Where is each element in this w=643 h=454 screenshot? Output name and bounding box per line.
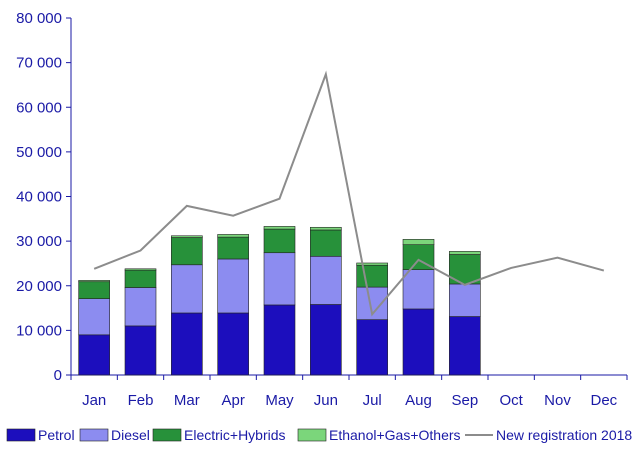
bar-petrol xyxy=(171,312,203,376)
x-tick-label: Nov xyxy=(544,392,571,409)
bar-ethanol-gas-others xyxy=(263,226,296,230)
y-tick-label: 30 000 xyxy=(16,233,62,250)
legend: Petrol Diesel Electric+Hybrids Ethanol+Gas+… xyxy=(6,427,632,443)
x-tick-label: Dec xyxy=(590,392,617,409)
bar-petrol xyxy=(217,312,249,376)
bar-diesel xyxy=(402,269,435,310)
bar-electric-hybrids xyxy=(124,269,157,288)
bar-diesel xyxy=(449,283,481,317)
bar-petrol xyxy=(124,325,157,376)
bar-electric-hybrids xyxy=(171,237,203,266)
bar-petrol xyxy=(78,334,110,376)
bar-ethanol-gas-others xyxy=(449,251,481,255)
bar-ethanol-gas-others xyxy=(78,280,110,283)
bar-diesel xyxy=(171,264,203,314)
bar-electric-hybrids xyxy=(217,236,249,260)
x-tick-label: Aug xyxy=(405,392,432,409)
bar-ethanol-gas-others xyxy=(217,234,249,238)
bar-diesel xyxy=(124,287,157,327)
bar-ethanol-gas-others xyxy=(402,239,435,245)
y-tick-label: 80 000 xyxy=(16,10,62,27)
y-tick-label: 50 000 xyxy=(16,144,62,161)
x-tick-label: Feb xyxy=(128,392,154,409)
y-tick-label: 70 000 xyxy=(16,55,62,72)
bar-petrol xyxy=(310,304,342,376)
bar-petrol xyxy=(356,319,388,376)
bar-diesel xyxy=(78,298,110,336)
bar-ethanol-gas-others xyxy=(171,235,203,238)
bar-petrol xyxy=(402,308,435,376)
y-tick-label: 10 000 xyxy=(16,322,62,339)
legend-swatch xyxy=(152,428,182,442)
legend-label: Diesel xyxy=(111,427,150,443)
bar-electric-hybrids xyxy=(263,228,296,254)
line-new-registration-2018 xyxy=(93,70,605,317)
y-tick-label: 60 000 xyxy=(16,99,62,116)
y-tick-label: 20 000 xyxy=(16,278,62,295)
x-tick-label: Mar xyxy=(174,392,200,409)
y-tick-label: 40 000 xyxy=(16,189,62,206)
legend-label: Electric+Hybrids xyxy=(184,427,286,443)
legend-swatch xyxy=(6,428,36,442)
x-tick-label: Oct xyxy=(499,392,523,409)
legend-swatch xyxy=(79,428,109,442)
x-tick-label: May xyxy=(265,392,294,409)
bar-ethanol-gas-others xyxy=(310,226,342,231)
plot-area: 0 10 000 20 000 30 000 40 000 50 000 60 000 70 … xyxy=(16,10,628,409)
bar-electric-hybrids xyxy=(310,229,342,257)
legend-label: Ethanol+Gas+Others xyxy=(329,427,461,443)
bar-diesel xyxy=(310,255,342,305)
x-tick-label: Apr xyxy=(221,392,244,409)
legend-label: New registration 2018 xyxy=(496,427,632,443)
bar-diesel xyxy=(263,252,296,306)
legend-label: Petrol xyxy=(38,427,75,443)
legend-swatch xyxy=(297,428,327,442)
bar-electric-hybrids xyxy=(449,254,481,285)
bar-diesel xyxy=(217,258,249,314)
bar-petrol xyxy=(263,304,296,376)
y-tick-label: 0 xyxy=(54,367,62,384)
x-tick-label: Jun xyxy=(314,392,338,409)
x-tick-label: Sep xyxy=(451,392,478,409)
bar-ethanol-gas-others xyxy=(124,268,157,271)
bar-electric-hybrids xyxy=(356,264,388,288)
x-tick-label: Jul xyxy=(363,392,382,409)
bar-electric-hybrids xyxy=(78,281,110,299)
x-tick-label: Jan xyxy=(82,392,106,409)
bar-petrol xyxy=(449,316,481,376)
bar-ethanol-gas-others xyxy=(356,262,388,266)
